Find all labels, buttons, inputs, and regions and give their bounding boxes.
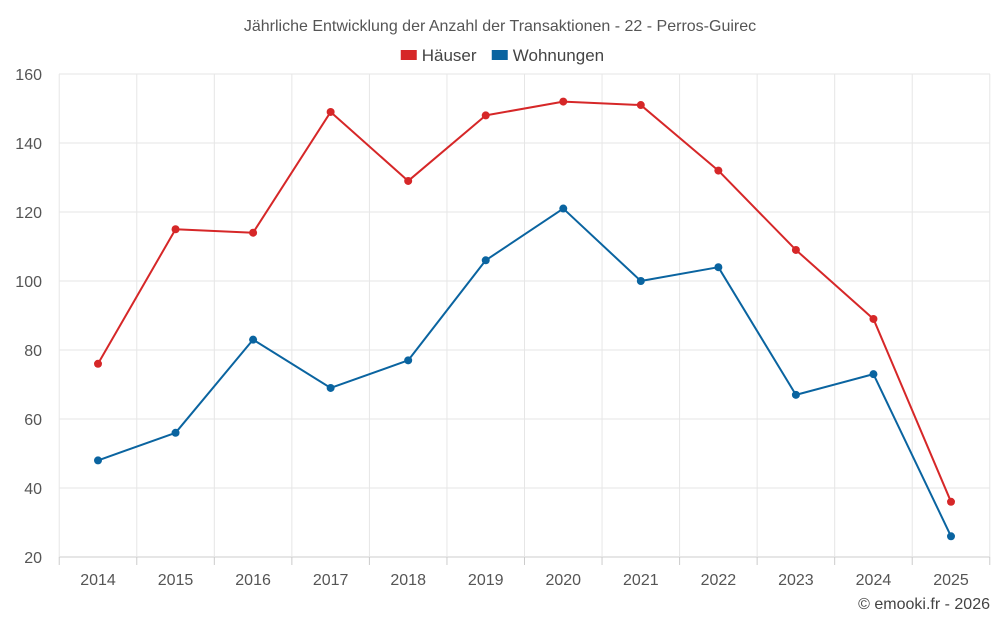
legend-label: Wohnungen — [513, 46, 604, 65]
data-point[interactable] — [481, 256, 490, 265]
series-layer — [94, 97, 955, 541]
data-point[interactable] — [636, 101, 645, 110]
data-point[interactable] — [714, 263, 723, 272]
x-tick-label: 2020 — [545, 572, 581, 589]
y-tick-label: 40 — [24, 481, 42, 498]
data-point[interactable] — [559, 204, 568, 213]
data-point[interactable] — [481, 111, 490, 120]
data-point[interactable] — [94, 359, 102, 368]
data-point[interactable] — [171, 428, 180, 437]
y-tick-label: 100 — [15, 274, 42, 291]
legend-swatch — [400, 50, 417, 60]
x-tick-label: 2016 — [235, 572, 271, 589]
y-tick-label: 140 — [15, 136, 42, 153]
data-point[interactable] — [326, 383, 335, 392]
credit-text: © emooki.fr - 2026 — [858, 596, 990, 613]
data-point[interactable] — [171, 225, 180, 234]
chart-title: Jährliche Entwicklung der Anzahl der Tra… — [244, 18, 756, 35]
data-point[interactable] — [947, 497, 955, 506]
x-axis-ticks: 2014 2015 2016 2017 2018 2019 2020 2021 2022 2023… — [58, 557, 991, 589]
y-tick-label: 20 — [24, 550, 42, 567]
y-axis-ticks: 20 40 60 80 100 120 140 160 — [15, 67, 42, 567]
data-point[interactable] — [249, 335, 258, 344]
x-tick-label: 2014 — [80, 572, 116, 589]
data-point[interactable] — [636, 277, 645, 285]
data-point[interactable] — [869, 314, 878, 323]
legend[interactable]: Häuser Wohnungen — [400, 46, 604, 65]
x-tick-label: 2015 — [158, 572, 194, 589]
x-tick-label: 2025 — [933, 572, 969, 589]
data-point[interactable] — [249, 228, 258, 237]
legend-item-1[interactable]: Wohnungen — [491, 46, 604, 65]
data-point[interactable] — [791, 245, 800, 254]
legend-item-0[interactable]: Häuser — [400, 46, 477, 65]
x-tick-label: 2021 — [623, 572, 659, 589]
x-tick-label: 2023 — [778, 572, 814, 589]
x-tick-label: 2024 — [856, 572, 892, 589]
y-tick-label: 60 — [24, 412, 42, 429]
data-point[interactable] — [791, 390, 800, 399]
x-tick-label: 2017 — [313, 572, 349, 589]
data-point[interactable] — [869, 370, 878, 379]
data-point[interactable] — [404, 356, 413, 365]
x-tick-label: 2022 — [701, 572, 737, 589]
data-point[interactable] — [94, 456, 102, 465]
series-1 — [94, 204, 955, 541]
legend-label: Häuser — [422, 46, 477, 65]
grid — [58, 73, 991, 558]
legend-swatch — [491, 50, 508, 60]
series-line — [97, 207, 952, 537]
x-tick-label: 2018 — [390, 572, 426, 589]
x-tick-label: 2019 — [468, 572, 504, 589]
data-point[interactable] — [326, 107, 335, 116]
data-point[interactable] — [947, 532, 955, 541]
data-point[interactable] — [559, 97, 568, 106]
series-0 — [94, 97, 955, 506]
y-tick-label: 80 — [24, 343, 42, 360]
series-line — [97, 100, 952, 503]
y-tick-label: 120 — [15, 205, 42, 222]
y-tick-label: 160 — [15, 67, 42, 84]
data-point[interactable] — [714, 166, 723, 175]
data-point[interactable] — [404, 176, 413, 185]
